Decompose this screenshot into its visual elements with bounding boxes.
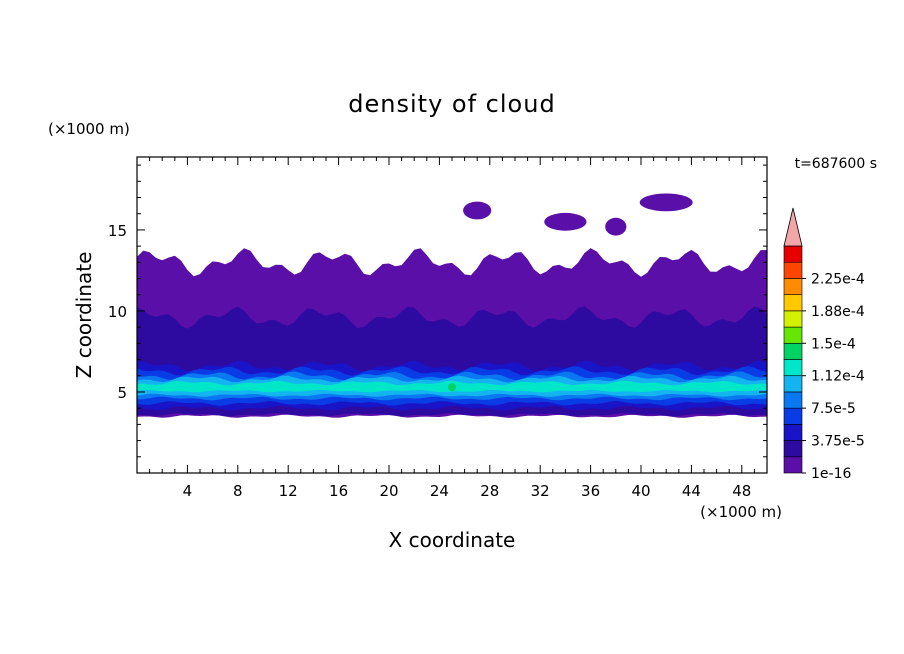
colorbar-swatch [783, 359, 803, 377]
colorbar-swatch [783, 456, 803, 474]
x-axis-label: X coordinate [389, 528, 516, 552]
x-axis-ticks: 4 8 12 16 20 24 28 32 36 40 44 48 [149, 157, 755, 500]
contour-field [137, 193, 767, 418]
colorbar-swatch [783, 278, 803, 295]
y-tick-label: 15 [108, 222, 127, 240]
x-tick-label: 36 [581, 482, 600, 500]
colorbar-swatch [783, 375, 803, 393]
x-tick-label: 40 [631, 482, 650, 500]
x-tick-label: 48 [732, 482, 751, 500]
contour-level-0-patch [605, 217, 627, 236]
colorbar-swatch [783, 342, 803, 360]
time-label: t=687600 s [795, 156, 877, 172]
contour-level-0-patch [463, 201, 492, 220]
colorbar-tick-label: 7.5e-5 [811, 401, 856, 417]
x-tick-label: 16 [329, 482, 348, 500]
x-tick-label: 24 [430, 482, 449, 500]
colorbar-swatch [783, 294, 803, 312]
y-tick-label: 10 [108, 303, 127, 321]
y-axis-unit: (×1000 m) [48, 120, 130, 138]
colorbar-tick-label: 2.25e-4 [811, 271, 865, 287]
contour-peak [448, 383, 456, 392]
colorbar-swatch [783, 310, 803, 328]
x-tick-label: 32 [531, 482, 550, 500]
x-tick-label: 44 [682, 482, 701, 500]
colorbar-over-arrow [783, 207, 803, 247]
colorbar-tick-label: 1e-16 [811, 466, 851, 482]
colorbar-tick-label: 3.75e-5 [811, 434, 865, 450]
chart-title: density of cloud [348, 90, 555, 118]
colorbar-swatch [783, 407, 803, 425]
colorbar-tick-label: 1.5e-4 [811, 336, 856, 352]
contour-level-0-patch [639, 193, 693, 212]
x-tick-label: 28 [480, 482, 499, 500]
y-axis-ticks: 5 10 15 [108, 164, 767, 458]
x-tick-label: 12 [279, 482, 298, 500]
x-axis-unit: (×1000 m) [700, 503, 782, 521]
colorbar-swatch [783, 245, 803, 263]
colorbar-tick-label: 1.12e-4 [811, 369, 865, 385]
colorbar: 1e-16 3.75e-5 7.5e-5 1.12e-4 1.5e-4 1.88e-4 2.… [783, 207, 865, 482]
y-axis-label: Z coordinate [72, 252, 96, 379]
colorbar-tick-label: 1.88e-4 [811, 304, 865, 320]
contour-level-0-patch [544, 212, 587, 231]
y-tick-label: 5 [117, 384, 127, 402]
x-tick-label: 20 [379, 482, 398, 500]
colorbar-swatch [783, 326, 803, 344]
colorbar-swatch [783, 440, 803, 458]
colorbar-swatch [783, 391, 803, 409]
x-tick-label: 4 [183, 482, 193, 500]
colorbar-swatch [783, 261, 803, 279]
x-tick-label: 8 [233, 482, 243, 500]
colorbar-swatch [783, 424, 803, 441]
